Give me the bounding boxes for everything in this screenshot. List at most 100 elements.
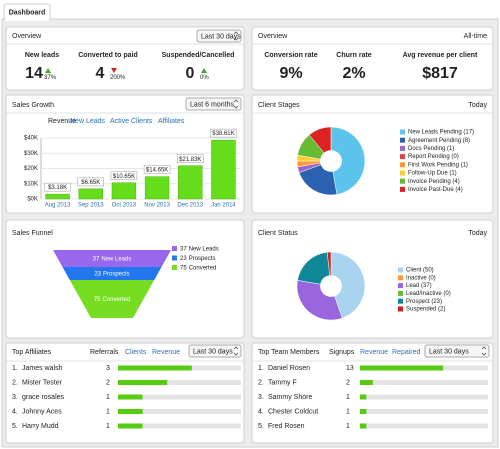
bar bbox=[45, 193, 70, 200]
value-label: $6.65K bbox=[81, 180, 100, 186]
funnel-label: 37 New Leads bbox=[93, 256, 132, 262]
bar bbox=[118, 365, 192, 371]
chart-tab[interactable]: Active Clients bbox=[110, 118, 153, 125]
y-tick-label: $30K bbox=[24, 151, 38, 157]
row-value: 1 bbox=[346, 408, 350, 415]
bar bbox=[360, 380, 373, 385]
legend-label: Prospect (23) bbox=[406, 299, 442, 305]
dropdown[interactable] bbox=[185, 97, 242, 111]
rank: 4. bbox=[258, 408, 264, 415]
value-label: $14.65K bbox=[146, 168, 168, 174]
value-label-box bbox=[210, 128, 237, 138]
row-name: Johnny Aces bbox=[22, 408, 62, 415]
bar-track bbox=[360, 380, 488, 385]
legend-label: Client (50) bbox=[406, 268, 434, 274]
metric-label: Suspended/Cancelled bbox=[162, 52, 235, 59]
y-tick-label: $10K bbox=[24, 181, 38, 187]
column-header[interactable]: Repaired bbox=[392, 349, 421, 356]
dropdown-label[interactable]: Last 30 days bbox=[193, 348, 233, 355]
x-tick-label: Nov 2013 bbox=[144, 203, 170, 209]
dropdown-arrow bbox=[233, 31, 239, 41]
legend-swatch bbox=[398, 306, 403, 312]
chart-tab[interactable]: New Leads bbox=[70, 118, 106, 125]
bar bbox=[118, 380, 168, 385]
panel-title: Client Status bbox=[258, 230, 298, 237]
row-name: Chester Coldcut bbox=[268, 408, 318, 415]
metric-label: Avg revenue per client bbox=[403, 52, 478, 59]
legend-label: Report Pending (0) bbox=[408, 154, 459, 160]
row-value: 1 bbox=[346, 394, 350, 401]
metric-value: 9% bbox=[279, 65, 302, 82]
metric-label: Converted to paid bbox=[78, 52, 138, 59]
bar bbox=[118, 394, 143, 400]
panel bbox=[251, 219, 494, 339]
row-value: 1 bbox=[346, 423, 350, 430]
bar-track bbox=[360, 423, 488, 429]
rank: 4. bbox=[12, 408, 18, 415]
value-label-box bbox=[143, 165, 171, 174]
metric-change: 0% bbox=[200, 75, 209, 81]
metric-label: Conversion rate bbox=[264, 52, 317, 59]
legend-label: Lead (37) bbox=[406, 283, 432, 289]
dropdown-arrow bbox=[233, 99, 239, 109]
metric-value: 14 bbox=[25, 65, 43, 82]
x-tick-label: Oct 2013 bbox=[112, 203, 137, 209]
dropdown-label[interactable]: Last 6 months bbox=[190, 101, 234, 108]
dropdown-label[interactable]: Last 30 days bbox=[429, 348, 469, 355]
pie-hole bbox=[320, 150, 342, 172]
column-header[interactable]: Clients bbox=[125, 349, 147, 356]
x-tick-label: Dec 2013 bbox=[177, 203, 203, 209]
rank: 3. bbox=[258, 394, 264, 401]
funnel-value: 23 bbox=[94, 271, 101, 277]
dropdown[interactable] bbox=[196, 29, 242, 43]
change-arrow bbox=[201, 68, 207, 73]
row-value: 3 bbox=[106, 365, 110, 372]
funnel-name: Converted bbox=[103, 297, 131, 303]
panel-title: Overview bbox=[12, 33, 42, 40]
legend-swatch bbox=[400, 178, 405, 184]
column-header[interactable]: Revenue bbox=[152, 349, 180, 356]
panel-range: Today bbox=[468, 230, 487, 237]
funnel-value: 37 bbox=[180, 246, 187, 252]
rank: 1. bbox=[258, 365, 264, 372]
row-name: Tammy F bbox=[268, 379, 297, 386]
chart-tab[interactable]: Affiliates bbox=[158, 118, 185, 125]
column-header[interactable]: Revenue bbox=[360, 349, 388, 356]
legend-label: Docs Pending (1) bbox=[408, 146, 454, 152]
row-value: 2 bbox=[346, 379, 350, 386]
bar bbox=[144, 176, 170, 200]
legend-label: 75 Converted bbox=[180, 265, 216, 271]
metric-value: 0 bbox=[186, 65, 195, 82]
metric-value: 2% bbox=[342, 65, 365, 82]
bar-track bbox=[118, 380, 241, 385]
metric-label: New leads bbox=[25, 52, 59, 59]
bar bbox=[111, 182, 137, 200]
funnel-name: New Leads bbox=[189, 246, 219, 252]
panel-title: Sales Funnel bbox=[12, 230, 53, 237]
rank: 5. bbox=[12, 423, 18, 430]
x-tick-label: Aug 2013 bbox=[45, 203, 71, 209]
tab-label[interactable]: Dashboard bbox=[9, 9, 46, 16]
bar-track bbox=[360, 394, 488, 400]
bar-track bbox=[118, 409, 241, 414]
tab-joint bbox=[5, 18, 49, 21]
pie-slice bbox=[330, 126, 366, 195]
dropdown-label[interactable]: Last 30 days bbox=[201, 33, 241, 40]
funnel-name: Converted bbox=[189, 265, 217, 271]
bar bbox=[78, 188, 103, 200]
value-label-box bbox=[77, 177, 104, 187]
funnel-value: 23 bbox=[180, 256, 187, 262]
chart-tab[interactable]: Revenue bbox=[48, 118, 76, 125]
legend-swatch bbox=[398, 267, 403, 273]
y-tick-label: $40K bbox=[24, 136, 38, 142]
row-value: 13 bbox=[346, 365, 354, 372]
rank: 2. bbox=[12, 379, 18, 386]
row-value: 1 bbox=[106, 423, 110, 430]
panel-title: Top Team Members bbox=[258, 349, 320, 356]
dropdown[interactable] bbox=[424, 344, 490, 358]
y-tick-label: $20K bbox=[24, 166, 38, 172]
metric-value: $817 bbox=[422, 65, 458, 82]
dropdown[interactable] bbox=[188, 344, 242, 358]
legend-swatch bbox=[398, 290, 403, 296]
panel-title: Top Affiliates bbox=[12, 349, 52, 356]
